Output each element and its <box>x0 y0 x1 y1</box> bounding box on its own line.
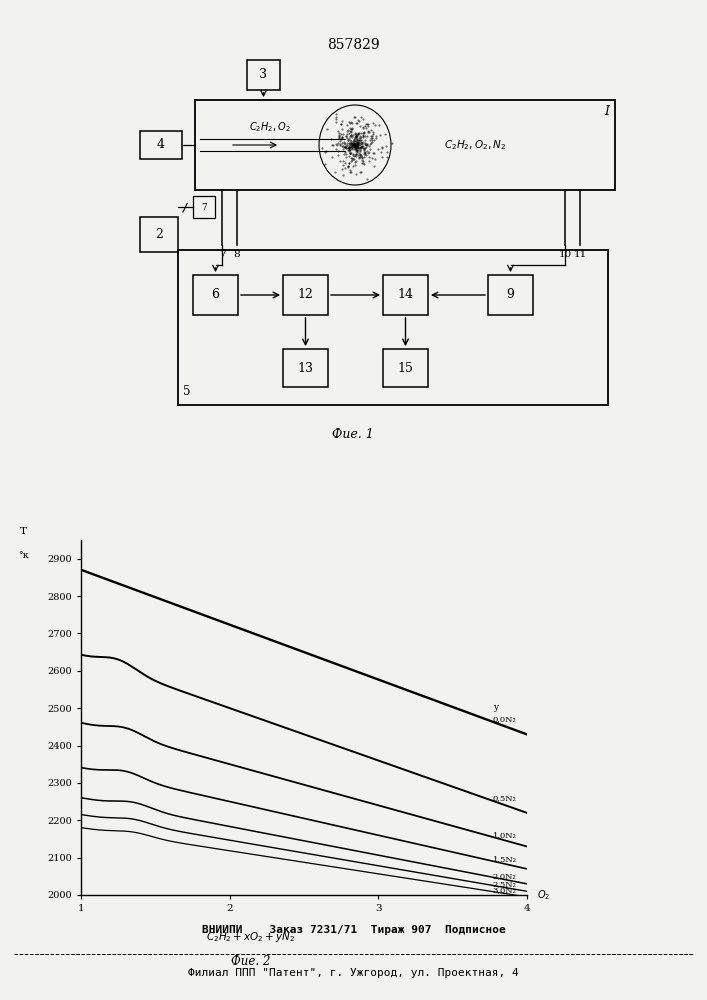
Bar <box>247 60 280 90</box>
Text: 0,5N₂: 0,5N₂ <box>493 794 516 802</box>
Text: Фие. 2: Фие. 2 <box>231 955 270 968</box>
Text: 857829: 857829 <box>327 38 380 52</box>
Text: Филиал ППП "Патент", г. Ужгород, ул. Проектная, 4: Филиал ППП "Патент", г. Ужгород, ул. Про… <box>188 968 519 978</box>
Text: 15: 15 <box>397 361 414 374</box>
Bar <box>140 131 182 159</box>
Text: °к: °к <box>18 551 29 560</box>
Text: T: T <box>20 527 27 536</box>
Text: Фие. 1: Фие. 1 <box>332 428 374 442</box>
Text: 2: 2 <box>155 228 163 241</box>
Bar <box>283 349 328 387</box>
Text: $C_2H_2, O_2, N_2$: $C_2H_2, O_2, N_2$ <box>444 138 506 152</box>
Text: 0,0N₂: 0,0N₂ <box>493 715 516 723</box>
Text: 10: 10 <box>559 250 572 259</box>
Text: 2,5N₂: 2,5N₂ <box>493 880 516 888</box>
Bar <box>195 100 615 190</box>
Text: 9: 9 <box>506 288 515 302</box>
Bar <box>488 275 533 315</box>
Text: 12: 12 <box>298 288 313 302</box>
Text: 1,5N₂: 1,5N₂ <box>493 855 517 863</box>
Bar <box>140 217 178 252</box>
Bar <box>193 196 215 218</box>
Text: 7: 7 <box>218 250 226 259</box>
Text: $C_2H_2 + xO_2 + yN_2$: $C_2H_2 + xO_2 + yN_2$ <box>206 930 296 944</box>
Text: 6: 6 <box>211 288 219 302</box>
Text: /: / <box>183 202 187 213</box>
Bar <box>193 275 238 315</box>
Text: 7: 7 <box>201 202 207 212</box>
Text: 1,0N₂: 1,0N₂ <box>493 831 516 839</box>
Text: 5: 5 <box>183 385 190 398</box>
Text: 3: 3 <box>259 68 267 82</box>
Text: y: y <box>493 703 498 712</box>
Text: ВНИИПИ    Заказ 7231/71  Тираж 907  Подписное: ВНИИПИ Заказ 7231/71 Тираж 907 Подписное <box>201 925 506 935</box>
Text: 4: 4 <box>157 138 165 151</box>
Text: 14: 14 <box>397 288 414 302</box>
Text: 2,0N₂: 2,0N₂ <box>493 872 516 880</box>
Text: 11: 11 <box>573 250 587 259</box>
Bar <box>383 349 428 387</box>
Bar <box>383 275 428 315</box>
Text: $C_2H_2, O_2$: $C_2H_2, O_2$ <box>249 120 291 134</box>
Text: 8: 8 <box>234 250 240 259</box>
Text: 13: 13 <box>298 361 313 374</box>
Bar <box>283 275 328 315</box>
Bar <box>178 250 608 405</box>
Text: $O_2$: $O_2$ <box>537 888 550 902</box>
Text: I: I <box>604 105 609 118</box>
Text: 3,0N₂: 3,0N₂ <box>493 886 516 894</box>
